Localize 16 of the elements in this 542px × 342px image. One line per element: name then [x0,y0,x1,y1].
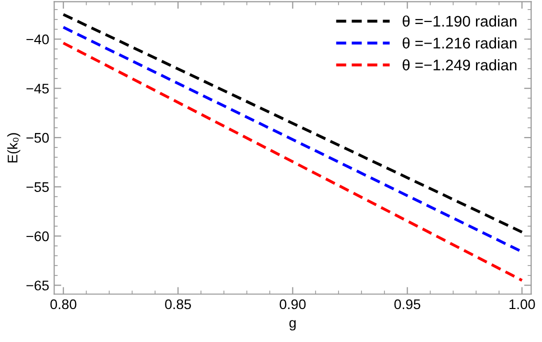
x-tick-label: 0.95 [394,299,420,310]
legend-label: θ =−1.216 radian [402,37,516,49]
legend-label: θ =−1.249 radian [402,59,516,70]
x-tick-label: 0.85 [165,299,191,310]
y-tick-label: −65 [26,280,49,290]
x-tick-label: 1.00 [510,299,535,310]
y-tick-label: −45 [26,84,49,94]
x-axis-title: g [289,320,296,330]
legend-label: θ =−1.190 radian [402,15,516,27]
y-tick-label: −40 [26,34,49,44]
y-tick-label: −60 [26,231,49,242]
y-tick-label: −55 [26,182,49,192]
x-tick-label: 0.90 [280,299,306,310]
y-tick-label: −50 [26,132,49,143]
y-axis-title: E(k₀) [7,133,20,162]
x-tick-label: 0.80 [50,299,76,310]
